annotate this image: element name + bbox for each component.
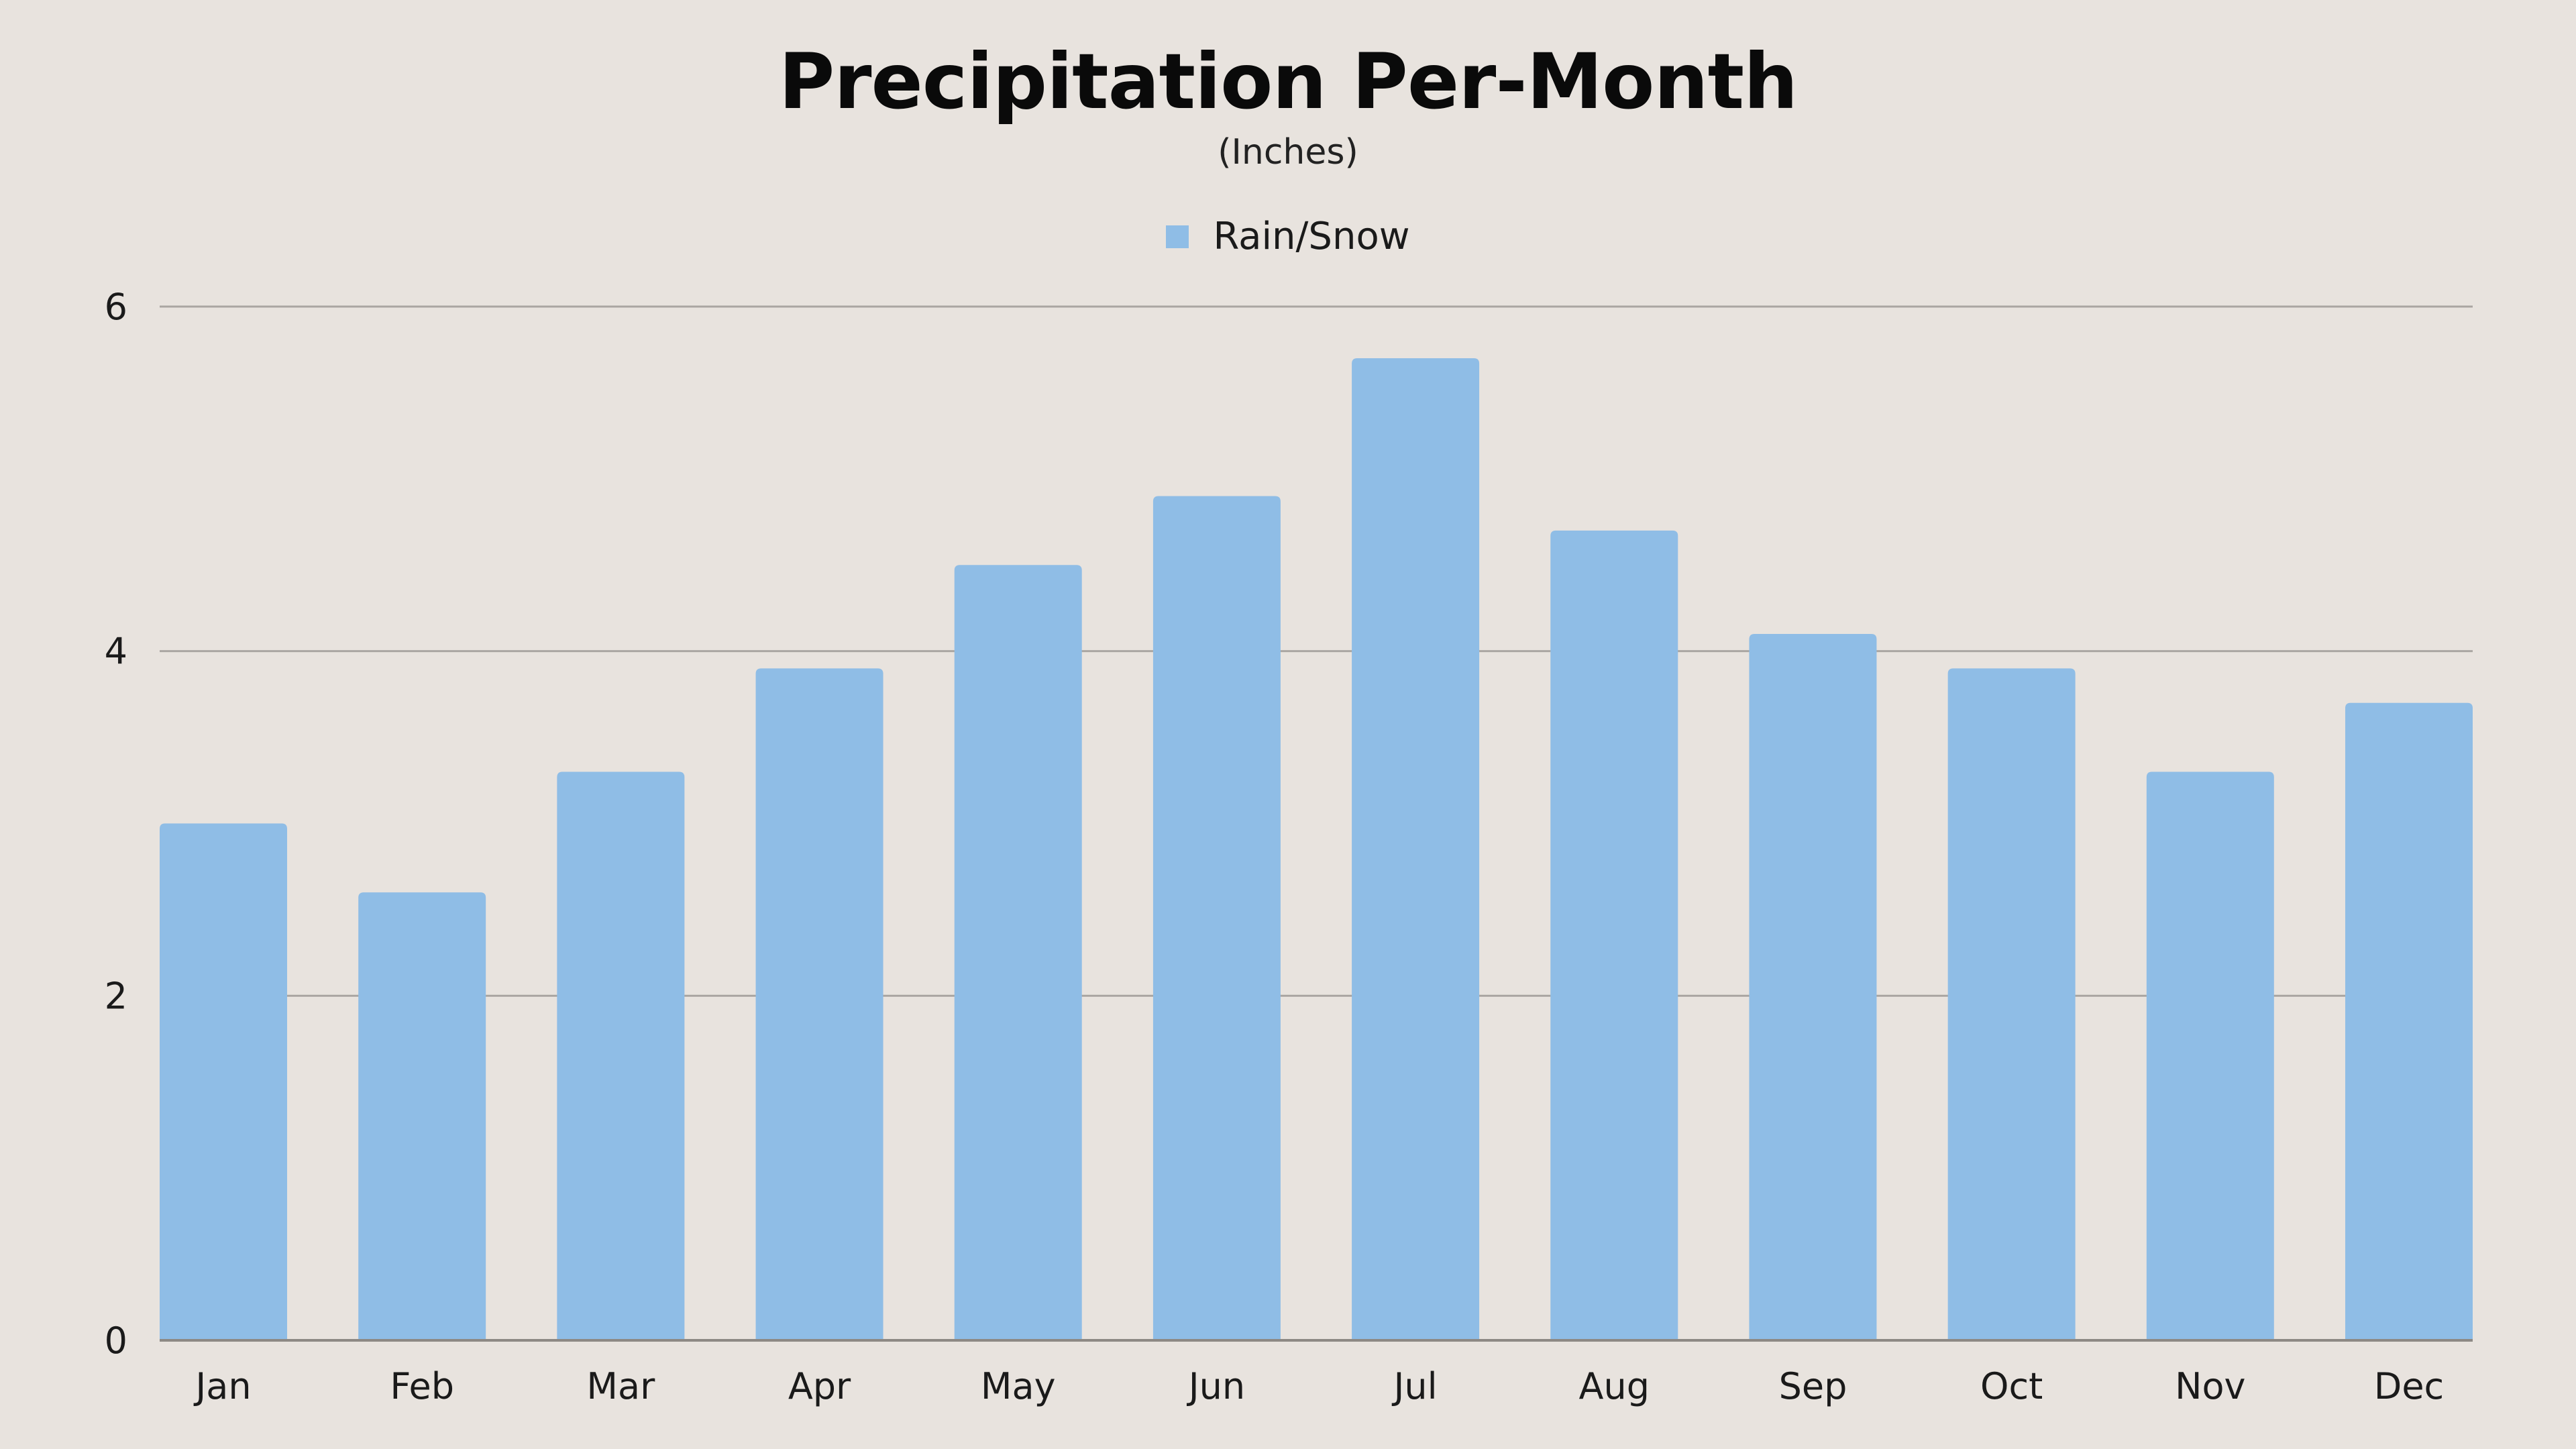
x-tick-label-aug: Aug — [1579, 1365, 1650, 1407]
x-tick-label-nov: Nov — [2175, 1365, 2245, 1407]
x-tick-label-jun: Jun — [1187, 1365, 1245, 1407]
legend-swatch-rain-snow — [1166, 225, 1189, 248]
bar-dec — [2345, 702, 2473, 1340]
bar-jan — [160, 823, 287, 1340]
bar-apr — [755, 668, 883, 1340]
bar-oct — [1947, 668, 2076, 1340]
x-tick-label-oct: Oct — [1980, 1365, 2043, 1407]
y-tick-label: 2 — [105, 975, 127, 1017]
x-tick-label-dec: Dec — [2374, 1365, 2445, 1407]
bar-nov — [2146, 771, 2274, 1340]
y-tick-labels: 0 2 4 6 — [105, 286, 127, 1362]
y-tick-label: 0 — [105, 1320, 127, 1362]
gridlines — [160, 305, 2473, 997]
x-tick-label-mar: Mar — [586, 1365, 655, 1407]
legend-label-rain-snow: Rain/Snow — [1213, 215, 1410, 258]
bars — [160, 358, 2473, 1341]
bar-mar — [557, 771, 685, 1340]
y-tick-label: 6 — [105, 286, 127, 328]
bar-aug — [1550, 530, 1678, 1341]
chart-subtitle: (Inches) — [1218, 132, 1358, 172]
x-tick-label-sep: Sep — [1779, 1365, 1847, 1407]
x-tick-labels: Jan Feb Mar Apr May Jun Jul Aug Sep Oct Nov Dec — [193, 1365, 2444, 1407]
x-tick-label-apr: Apr — [788, 1365, 851, 1407]
x-tick-label-may: May — [981, 1365, 1056, 1407]
y-tick-label: 4 — [105, 631, 127, 673]
bar-feb — [358, 892, 486, 1340]
x-tick-label-jan: Jan — [193, 1365, 251, 1407]
x-tick-label-feb: Feb — [390, 1365, 454, 1407]
bar-sep — [1749, 633, 1877, 1340]
chart-title: Precipitation Per-Month — [778, 37, 1799, 126]
bar-may — [954, 565, 1082, 1340]
bar-jul — [1352, 358, 1480, 1340]
bar-jun — [1152, 496, 1281, 1341]
chart-legend: Rain/Snow — [0, 213, 2576, 260]
x-tick-label-jul: Jul — [1392, 1365, 1438, 1407]
